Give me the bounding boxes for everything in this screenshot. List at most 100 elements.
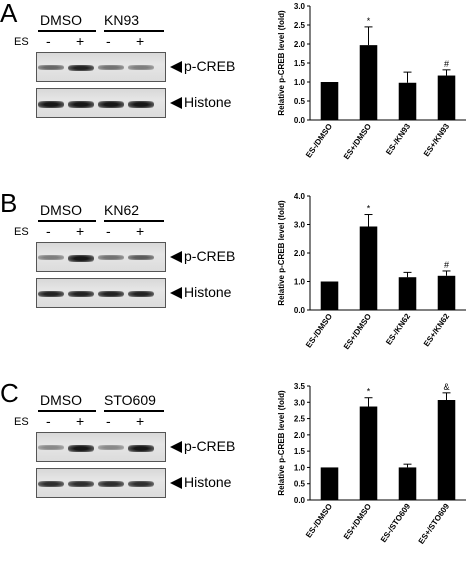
pcreb-gel: [36, 432, 166, 462]
y-tick-label: 2.0: [294, 431, 306, 440]
band-label-pcreb: p-CREB: [184, 58, 236, 74]
arrow-icon: [170, 287, 182, 299]
band: [68, 101, 94, 108]
band: [128, 65, 154, 70]
band: [38, 65, 64, 71]
bar: [320, 281, 339, 310]
histone-gel: [36, 278, 166, 308]
bar: [398, 467, 417, 500]
panel-c: C DMSO STO609 ES - + - + p-CREB Histone Relative…: [0, 380, 474, 565]
y-tick-label: 1.0: [294, 278, 306, 287]
y-tick-label: 3.5: [294, 382, 306, 391]
group-underline: [38, 410, 96, 412]
band: [98, 255, 124, 260]
band: [68, 291, 94, 298]
bar: [320, 82, 339, 120]
band: [98, 445, 124, 450]
bar: [359, 226, 378, 310]
y-tick-label: 1.0: [294, 78, 306, 87]
x-tick-label: ES+/DMSO: [342, 122, 373, 161]
y-tick-label: 0.0: [294, 306, 306, 315]
y-tick-label: 1.5: [294, 447, 306, 456]
x-tick-label: ES+/STO609: [417, 502, 452, 546]
arrow-icon: [170, 477, 182, 489]
band: [38, 255, 64, 260]
pcreb-gel: [36, 242, 166, 272]
y-tick-label: 2.0: [294, 249, 306, 258]
histone-gel: [36, 88, 166, 118]
band: [68, 481, 94, 488]
y-tick-label: 2.0: [294, 40, 306, 49]
group-underline: [104, 410, 164, 412]
lane-sign: +: [136, 223, 145, 239]
band-label-histone: Histone: [184, 284, 232, 300]
y-tick-label: 0.5: [294, 97, 306, 106]
lane-sign: +: [136, 413, 145, 429]
x-tick-label: ES+/KN93: [422, 122, 451, 159]
x-tick-label: ES-/STO609: [379, 502, 413, 545]
band-label-pcreb: p-CREB: [184, 248, 236, 264]
x-tick-label: ES+/DMSO: [342, 502, 373, 541]
lane-sign: +: [76, 223, 85, 239]
y-axis-label: Relative p-CREB level (fold): [277, 200, 286, 306]
band: [98, 65, 124, 70]
bar: [437, 275, 456, 310]
y-tick-label: 3.0: [294, 2, 306, 11]
group-label-inhibitor: KN93: [104, 12, 140, 28]
significance-mark: *: [367, 16, 371, 26]
arrow-icon: [170, 97, 182, 109]
group-label-inhibitor: STO609: [104, 392, 156, 408]
band: [38, 291, 64, 298]
band: [98, 481, 124, 488]
group-underline: [104, 30, 164, 32]
bar: [398, 277, 417, 310]
bar: [359, 406, 378, 500]
es-label: ES: [14, 226, 29, 238]
bar: [398, 82, 417, 120]
y-tick-label: 0.0: [294, 496, 306, 505]
band: [128, 445, 154, 452]
lane-sign: +: [136, 33, 145, 49]
band: [38, 101, 64, 108]
group-label-dmso: DMSO: [40, 12, 82, 28]
y-axis-label: Relative p-CREB level (fold): [277, 10, 286, 116]
significance-mark: *: [367, 204, 371, 214]
y-tick-label: 1.5: [294, 59, 306, 68]
group-label-inhibitor: KN62: [104, 202, 140, 218]
significance-mark: &: [443, 382, 449, 392]
band: [68, 445, 94, 452]
band-label-pcreb: p-CREB: [184, 438, 236, 454]
group-underline: [38, 220, 96, 222]
western-blot: DMSO KN62 ES - + - + p-CREB Histone: [0, 190, 474, 375]
y-tick-label: 1.0: [294, 463, 306, 472]
significance-mark: #: [444, 59, 449, 69]
panel-letter: B: [0, 188, 18, 218]
arrow-icon: [170, 61, 182, 73]
lane-sign: -: [46, 223, 51, 239]
western-blot: DMSO KN93 ES - + - + p-CREB Histone: [0, 0, 474, 185]
significance-mark: *: [367, 387, 371, 397]
x-tick-label: ES-/DMSO: [304, 502, 334, 540]
band: [98, 101, 124, 108]
y-tick-label: 4.0: [294, 192, 306, 201]
x-tick-label: ES-/KN62: [384, 312, 412, 347]
bar: [320, 467, 339, 500]
x-tick-label: ES-/DMSO: [304, 312, 334, 350]
lane-sign: -: [46, 33, 51, 49]
band-label-histone: Histone: [184, 94, 232, 110]
panel-letter: C: [0, 378, 19, 408]
x-tick-label: ES+/KN62: [422, 312, 451, 349]
x-tick-label: ES+/DMSO: [342, 312, 373, 351]
y-tick-label: 0.5: [294, 480, 306, 489]
lane-sign: -: [46, 413, 51, 429]
x-tick-label: ES-/DMSO: [304, 122, 334, 160]
bar-chart: Relative p-CREB level (fold) 0.0 0.5 1.0 1.5…: [277, 382, 466, 546]
y-tick-label: 0.0: [294, 116, 306, 125]
bar-chart: Relative p-CREB level (fold) 0.0 0.5 1.0 1.5…: [277, 2, 466, 161]
arrow-icon: [170, 441, 182, 453]
group-label-dmso: DMSO: [40, 392, 82, 408]
y-tick-label: 3.0: [294, 221, 306, 230]
band: [128, 101, 154, 108]
lane-sign: +: [76, 413, 85, 429]
group-underline: [104, 220, 164, 222]
